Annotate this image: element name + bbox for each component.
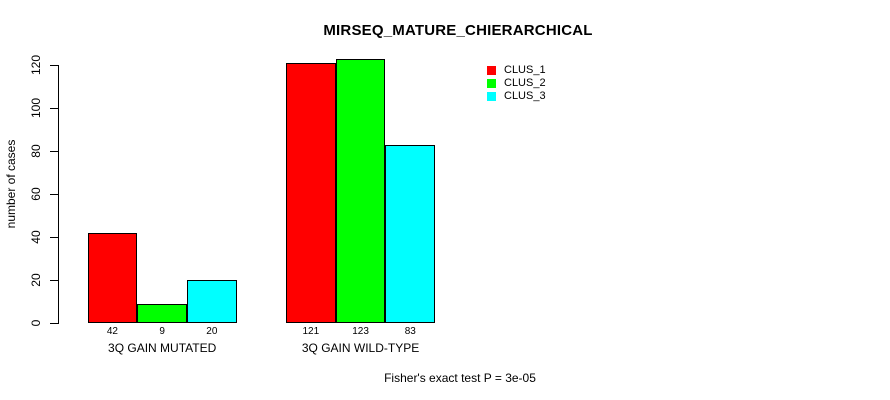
bar-clus_3-group2 [385, 145, 436, 323]
y-tick-label: 80 [29, 144, 43, 158]
chart-title: MIRSEQ_MATURE_CHIERARCHICAL [323, 22, 593, 39]
y-tick [50, 237, 58, 238]
y-tick [50, 280, 58, 281]
y-tick [50, 65, 58, 66]
bar-clus_1-group2 [286, 63, 336, 323]
y-tick-label: 20 [29, 273, 43, 287]
bar-clus_1-group1 [87, 233, 138, 323]
y-tick-label: 60 [29, 187, 43, 201]
y-tick-label: 0 [29, 319, 43, 327]
bar-clus_3-group1 [187, 280, 237, 323]
bar-value-label: 123 [352, 326, 369, 337]
bar-value-label: 121 [302, 326, 320, 337]
y-tick-label: 120 [29, 54, 43, 76]
x-category-label: 3Q GAIN MUTATED [108, 341, 217, 355]
legend: CLUS_1 CLUS_2 CLUS_3 [487, 64, 546, 103]
bar-value-label: 9 [159, 326, 165, 337]
bar-clus_2-group2 [335, 59, 386, 323]
bar-clus_2-group1 [137, 304, 187, 323]
legend-swatch [487, 66, 496, 75]
y-tick [50, 151, 58, 152]
y-tick-label: 40 [29, 230, 43, 244]
legend-item: CLUS_3 [487, 90, 546, 103]
legend-label: CLUS_2 [504, 77, 546, 89]
y-tick [50, 323, 58, 324]
legend-swatch [487, 79, 496, 88]
bar-value-label: 20 [206, 326, 218, 337]
x-category-label: 3Q GAIN WILD-TYPE [301, 341, 420, 355]
bar-value-label: 83 [404, 326, 416, 337]
legend-label: CLUS_1 [504, 64, 546, 76]
legend-item: CLUS_2 [487, 77, 546, 90]
y-tick [50, 108, 58, 109]
legend-item: CLUS_1 [487, 64, 546, 77]
footer-note: Fisher's exact test P = 3e-05 [384, 371, 536, 385]
y-axis-line [58, 65, 59, 324]
y-tick-label: 100 [29, 97, 43, 119]
y-tick [50, 194, 58, 195]
legend-label: CLUS_3 [504, 90, 546, 102]
legend-swatch [487, 92, 496, 101]
bar-value-label: 42 [106, 326, 118, 337]
